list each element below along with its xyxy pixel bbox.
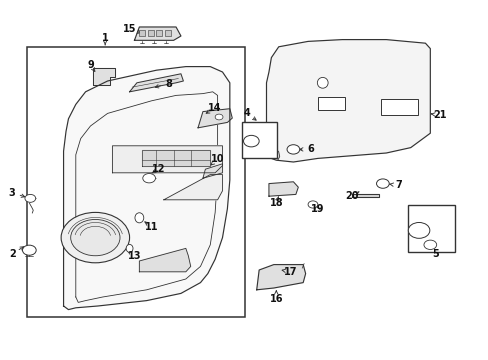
- Polygon shape: [163, 175, 222, 200]
- Text: 20: 20: [345, 191, 358, 201]
- Text: 9: 9: [87, 60, 94, 70]
- Text: 5: 5: [431, 249, 438, 259]
- Bar: [156, 30, 162, 36]
- Circle shape: [215, 114, 223, 120]
- Text: 4: 4: [243, 108, 250, 118]
- Polygon shape: [129, 74, 183, 92]
- Polygon shape: [203, 164, 222, 178]
- Circle shape: [423, 240, 436, 249]
- Polygon shape: [256, 265, 305, 290]
- Polygon shape: [134, 27, 181, 40]
- Text: 14: 14: [208, 103, 222, 113]
- Bar: [242, 122, 277, 158]
- Circle shape: [61, 212, 129, 263]
- Circle shape: [307, 201, 317, 208]
- Text: 16: 16: [269, 294, 283, 304]
- Text: 18: 18: [269, 198, 283, 208]
- Circle shape: [286, 145, 299, 154]
- Text: 10: 10: [210, 154, 224, 164]
- Text: 12: 12: [152, 164, 165, 174]
- Circle shape: [71, 220, 120, 256]
- Polygon shape: [93, 68, 115, 85]
- Text: 6: 6: [306, 144, 313, 154]
- Circle shape: [22, 245, 36, 255]
- Polygon shape: [112, 146, 222, 173]
- Bar: [165, 30, 171, 36]
- Text: 17: 17: [284, 267, 297, 277]
- Circle shape: [142, 174, 155, 183]
- Bar: [27, 47, 244, 317]
- Circle shape: [25, 194, 36, 202]
- Text: 8: 8: [165, 78, 172, 89]
- Bar: [317, 97, 344, 110]
- Polygon shape: [142, 150, 210, 166]
- Bar: [139, 30, 145, 36]
- Text: 11: 11: [144, 222, 158, 232]
- Text: 7: 7: [394, 180, 401, 190]
- Text: 13: 13: [127, 251, 141, 261]
- Bar: [147, 30, 153, 36]
- Circle shape: [243, 135, 259, 147]
- Circle shape: [407, 222, 429, 238]
- Polygon shape: [351, 194, 378, 197]
- Ellipse shape: [126, 244, 133, 252]
- Polygon shape: [139, 248, 190, 272]
- Text: 3: 3: [9, 188, 16, 198]
- Polygon shape: [63, 67, 229, 310]
- Text: 15: 15: [122, 24, 136, 34]
- Text: 1: 1: [102, 33, 108, 43]
- Text: 2: 2: [9, 249, 16, 259]
- Polygon shape: [198, 109, 232, 128]
- Bar: [407, 205, 454, 252]
- Ellipse shape: [317, 77, 327, 88]
- Bar: [381, 99, 417, 115]
- Polygon shape: [268, 182, 298, 196]
- Text: 21: 21: [432, 110, 446, 120]
- Ellipse shape: [135, 213, 143, 223]
- Circle shape: [376, 179, 388, 188]
- Polygon shape: [266, 40, 429, 162]
- Text: 19: 19: [310, 204, 324, 214]
